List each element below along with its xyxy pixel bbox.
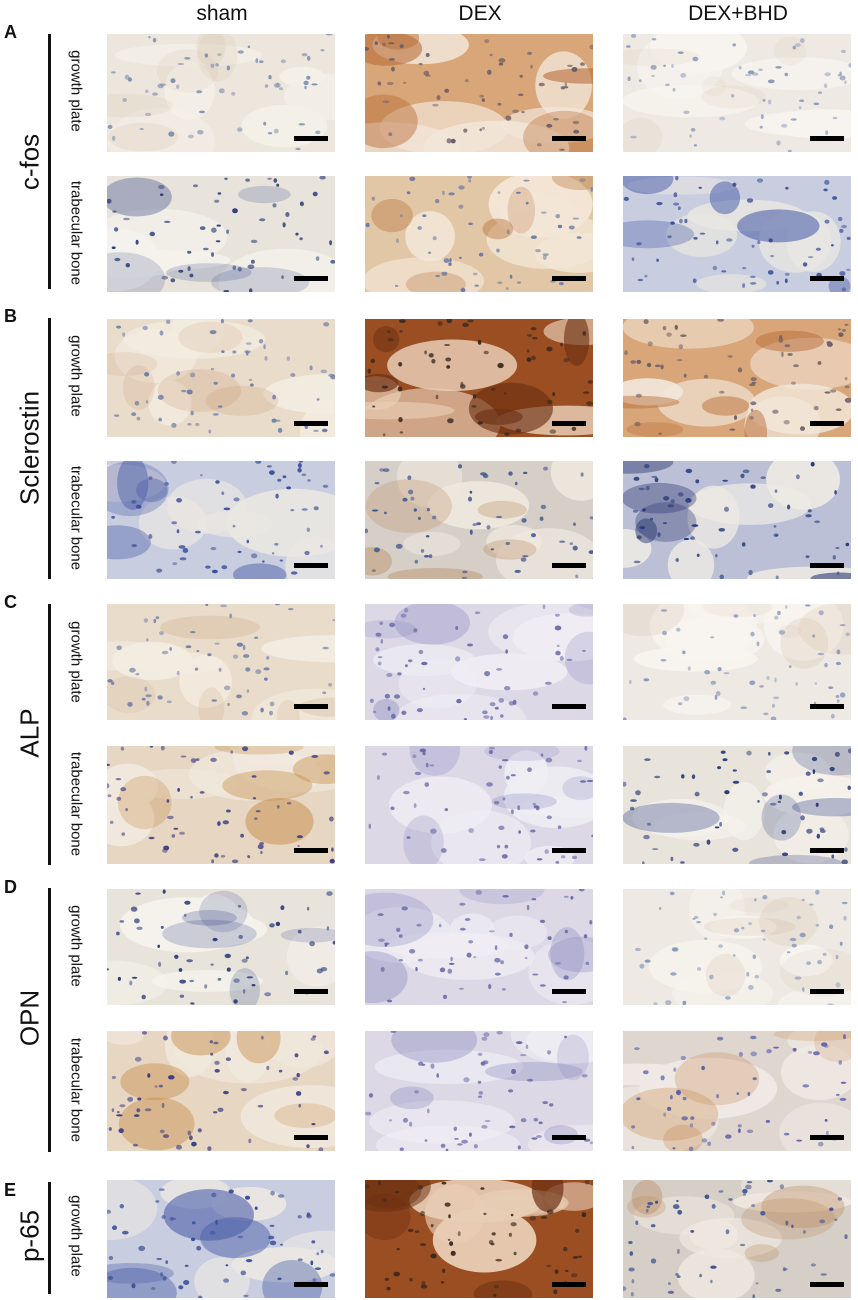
micrograph-opn-trabecular-bone-dex [365,1031,593,1151]
micrograph-sclerostin-growth-plate-sham [107,319,335,437]
scale-bar [552,848,586,853]
scale-bar [810,848,844,853]
micrograph-c-fos-trabecular-bone-sham [107,176,335,292]
micrograph-sclerostin-trabecular-bone-dex-bhd [623,461,851,579]
micrograph-sclerostin-growth-plate-dex [365,319,593,437]
micrograph-alp-growth-plate-dex [365,604,593,720]
scale-bar [294,276,328,281]
micrograph-c-fos-growth-plate-sham [107,34,335,152]
micrograph-opn-trabecular-bone-sham [107,1031,335,1151]
panel-letter-d: D [4,877,17,897]
micrograph-alp-growth-plate-sham [107,604,335,720]
scale-bar [552,136,586,141]
micrograph-alp-trabecular-bone-sham [107,746,335,864]
panel-letter-c: C [4,592,17,612]
panel-b-bracket [48,318,51,579]
scale-bar [552,421,586,426]
scale-bar [810,1135,844,1140]
micrograph-sclerostin-trabecular-bone-sham [107,461,335,579]
micrograph-opn-growth-plate-sham [107,889,335,1005]
micrograph-alp-trabecular-bone-dex [365,746,593,864]
scale-bar [810,1282,844,1287]
scale-bar [294,563,328,568]
panel-c-bracket [48,604,51,865]
scale-bar [294,421,328,426]
scale-bar [294,989,328,994]
scale-bar [552,1282,586,1287]
scale-bar [810,421,844,426]
scale-bar [552,1135,586,1140]
scale-bar [810,276,844,281]
scale-bar [552,704,586,709]
micrograph-sclerostin-trabecular-bone-dex [365,461,593,579]
scale-bar [294,848,328,853]
panel-letter-a: A [4,22,17,42]
micrograph-p-65-growth-plate-dex [365,1180,593,1298]
panel-d-bracket [48,888,51,1152]
micrograph-c-fos-trabecular-bone-dex [365,176,593,292]
micrograph-opn-growth-plate-dex [365,889,593,1005]
panel-letter-e: E [4,1180,17,1200]
scale-bar [810,989,844,994]
scale-bar [810,136,844,141]
scale-bar [294,136,328,141]
micrograph-c-fos-growth-plate-dex [365,34,593,152]
panel-letter-b: B [4,306,17,326]
column-header-sham: sham [196,2,248,25]
micrograph-p-65-growth-plate-dex-bhd [623,1180,851,1298]
scale-bar [294,1282,328,1287]
panel-e-bracket [48,1182,51,1294]
micrograph-p-65-growth-plate-sham [107,1180,335,1298]
scale-bar [552,989,586,994]
column-header-dex: DEX [458,2,502,25]
scale-bar [552,563,586,568]
scale-bar [810,563,844,568]
micrograph-sclerostin-growth-plate-dex-bhd [623,319,851,437]
scale-bar [810,704,844,709]
micrograph-opn-trabecular-bone-dex-bhd [623,1031,851,1151]
micrograph-c-fos-trabecular-bone-dex-bhd [623,176,851,292]
scale-bar [294,704,328,709]
micrograph-opn-growth-plate-dex-bhd [623,889,851,1005]
scale-bar [552,276,586,281]
column-header-dex-bhd: DEX+BHD [688,2,788,25]
micrograph-alp-growth-plate-dex-bhd [623,604,851,720]
micrograph-c-fos-growth-plate-dex-bhd [623,34,851,152]
panel-a-bracket [48,34,51,289]
scale-bar [294,1135,328,1140]
micrograph-alp-trabecular-bone-dex-bhd [623,746,851,864]
